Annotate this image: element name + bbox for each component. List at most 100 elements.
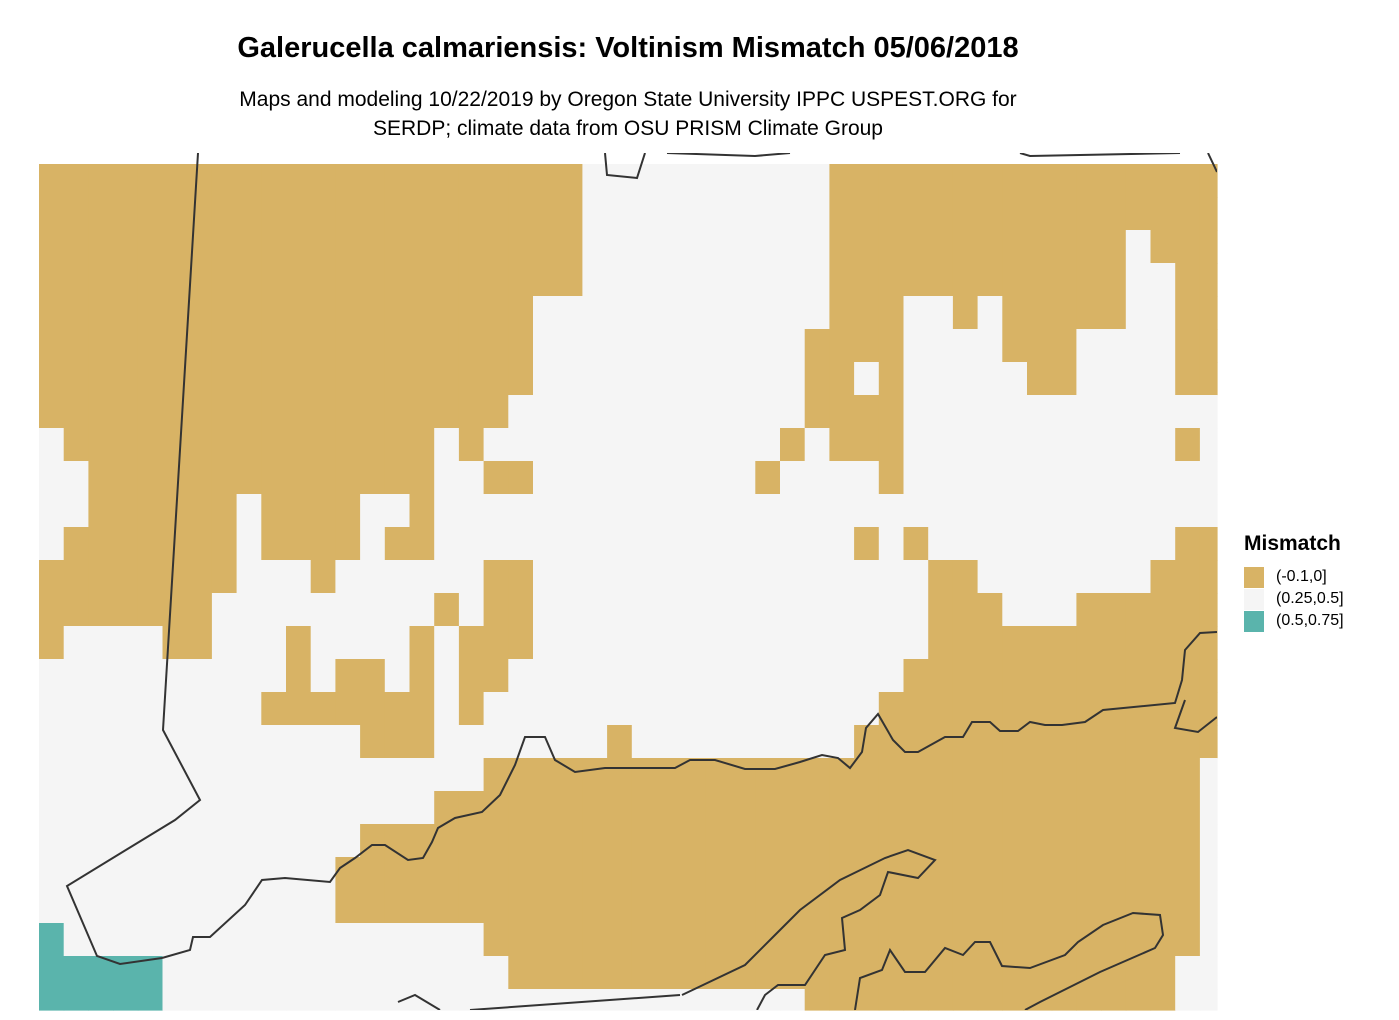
raster-cell [804,824,830,858]
raster-cell [829,164,855,198]
raster-cell [829,824,855,858]
raster-cell [286,428,312,462]
raster-cell [705,890,732,924]
raster-cell [1027,890,1053,924]
raster-cell [928,494,954,528]
raster-cell [705,362,732,396]
raster-cell [310,395,336,429]
raster-cell [977,989,1003,1011]
raster-cell [903,428,929,462]
raster-cell [434,725,460,759]
raster-cell [1199,296,1218,330]
raster-cell [483,824,509,858]
raster-cell [39,263,65,297]
raster-cell [88,263,114,297]
raster-cell [508,791,534,825]
raster-cell [804,725,830,759]
legend-label: (0.25,0.5] [1276,590,1344,607]
raster-cell [310,890,336,924]
raster-cell [705,461,732,495]
raster-cell [113,428,139,462]
raster-cell [1027,494,1053,528]
raster-cell [137,692,164,726]
raster-cell [211,824,238,858]
raster-cell [211,692,238,726]
raster-cell [458,428,485,462]
raster-cell [63,725,89,759]
raster-cell [508,659,534,693]
raster-cell [656,659,682,693]
raster-cell [681,461,707,495]
raster-cell [952,824,979,858]
raster-cell [1002,461,1028,495]
raster-cell [88,560,114,594]
raster-cell [854,263,880,297]
raster-cell [360,197,386,231]
raster-cell [656,725,682,759]
raster-cell [681,560,707,594]
raster-cell [409,560,435,594]
raster-cell [1125,989,1152,1011]
raster-cell [557,659,583,693]
raster-cell [310,593,336,627]
raster-cell [557,197,583,231]
raster-cell [88,593,114,627]
raster-cell [236,164,262,198]
raster-cell [434,956,460,990]
raster-cell [261,626,287,660]
raster-cell [977,428,1003,462]
raster-cell [434,890,460,924]
raster-cell [458,857,485,891]
raster-cell [286,461,312,495]
raster-cell [607,197,633,231]
raster-cell [63,692,89,726]
raster-cell [434,164,460,198]
raster-cell [63,791,89,825]
raster-cell [1027,164,1053,198]
boundary-line [854,911,1165,1010]
raster-cell [286,758,312,792]
raster-cell [508,230,534,264]
raster-cell [1101,890,1127,924]
raster-cell [681,890,707,924]
raster-cell [384,230,411,264]
raster-cell [261,890,287,924]
raster-cell [903,230,929,264]
raster-cell [582,395,608,429]
raster-cell [409,923,435,957]
raster-cell [434,989,460,1011]
raster-cell [903,560,929,594]
raster-cell [755,560,781,594]
raster-cell [409,461,435,495]
raster-cell [928,428,954,462]
raster-cell [483,395,509,429]
raster-cell [1125,560,1152,594]
raster-cell [211,857,238,891]
raster-cell [1027,593,1053,627]
raster-cell [1150,956,1176,990]
raster-cell [705,824,732,858]
raster-cell [631,164,658,198]
raster-cell [1125,758,1152,792]
raster-cell [730,296,756,330]
raster-cell [1175,593,1201,627]
raster-cell [1051,494,1077,528]
raster-cell [113,791,139,825]
raster-cell [928,725,954,759]
raster-cell [409,263,435,297]
raster-cell [878,494,905,528]
raster-cell [557,362,583,396]
raster-cell [211,989,238,1011]
raster-cell [1175,395,1201,429]
raster-cell [854,593,880,627]
raster-cell [360,824,386,858]
raster-cell [829,428,855,462]
raster-cell [582,593,608,627]
raster-cell [162,428,188,462]
raster-cell [483,956,509,990]
raster-cell [533,956,559,990]
raster-cell [780,923,806,957]
raster-cell [1027,461,1053,495]
raster-cell [384,494,411,528]
raster-cell [310,230,336,264]
